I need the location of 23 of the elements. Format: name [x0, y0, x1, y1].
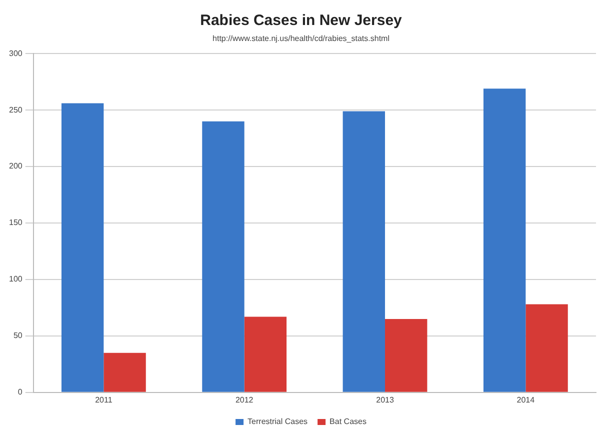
x-tick-label: 2013	[376, 395, 394, 404]
y-tick-label: 100	[8, 274, 23, 284]
bar	[61, 103, 104, 392]
y-tick-label: 200	[8, 162, 23, 171]
legend-label: Terrestrial Cases	[248, 417, 308, 426]
x-tick-label: 2014	[516, 395, 536, 404]
y-tick-label: 300	[8, 48, 23, 58]
x-tick-label: 2012	[235, 395, 254, 404]
bar	[385, 318, 428, 392]
chart-title: Rabies Cases in New Jersey	[200, 12, 403, 30]
bar	[244, 316, 287, 392]
bar	[342, 111, 386, 392]
legend-label: Bat Cases	[330, 417, 366, 426]
y-tick-label: 0	[18, 388, 23, 397]
bar	[202, 121, 244, 392]
y-tick-label: 50	[13, 331, 23, 340]
bar	[526, 304, 568, 392]
bar	[104, 352, 146, 392]
y-tick-label: 150	[8, 218, 23, 228]
x-tick-label: 2011	[95, 395, 113, 404]
y-tick-label: 250	[8, 105, 23, 114]
chart-subtitle: http://www.state.nj.us/health/cd/rabies_stats.shtml	[212, 34, 390, 44]
bar	[483, 88, 526, 392]
